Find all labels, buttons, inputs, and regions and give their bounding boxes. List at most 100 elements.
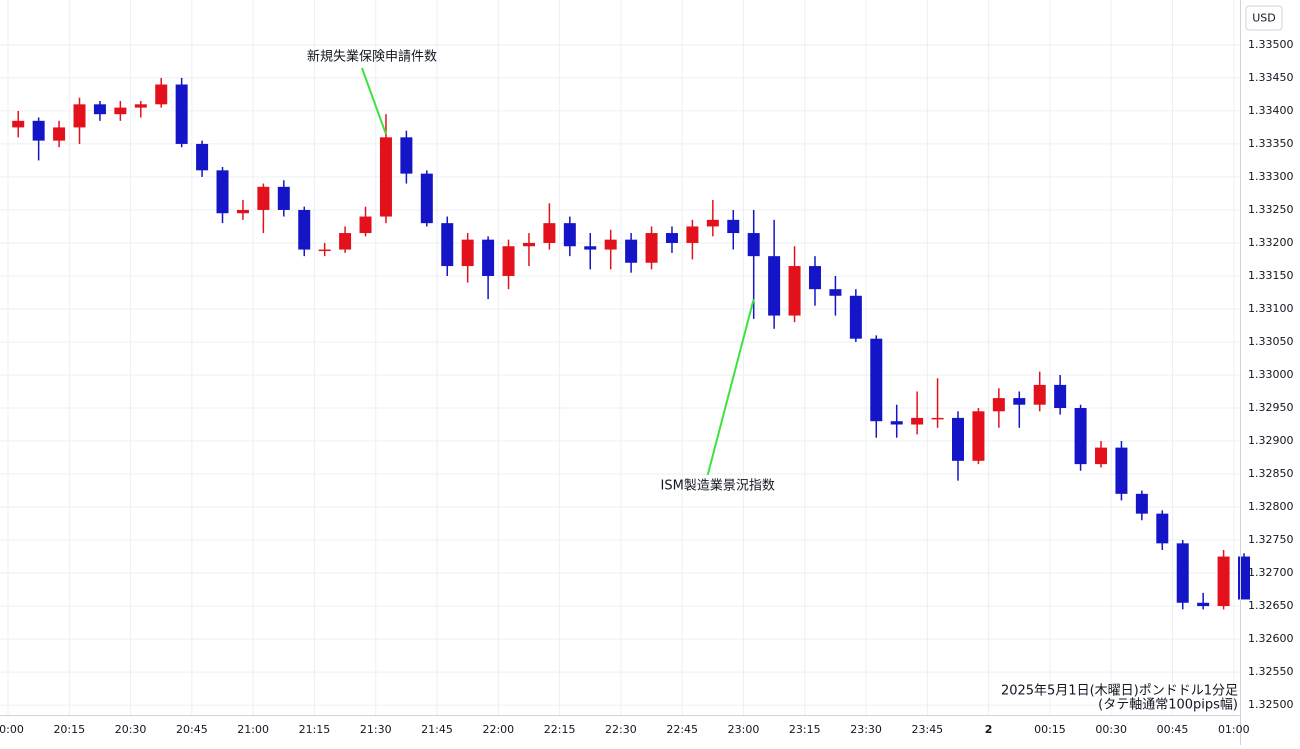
grid <box>0 0 1240 715</box>
x-tick-label: 00:45 <box>1157 723 1189 736</box>
candle-body <box>543 223 556 243</box>
annotation-text: 新規失業保険申請件数 <box>307 49 437 65</box>
x-tick-label: 01:00 <box>1218 723 1250 736</box>
x-tick-label: 20:15 <box>53 723 85 736</box>
x-tick-label: 20:30 <box>115 723 147 736</box>
x-tick-label: 22:00 <box>482 723 514 736</box>
candle-body <box>747 233 760 257</box>
y-tick-label: 1.32750 <box>1248 533 1294 546</box>
y-tick-label: 1.33400 <box>1248 104 1294 117</box>
candle-body <box>768 256 781 316</box>
unit-label: USD <box>1252 12 1276 25</box>
x-tick-label: 22:30 <box>605 723 637 736</box>
annotations: 新規失業保険申請件数 ISM製造業景況指数 <box>307 49 775 494</box>
candle-body <box>849 295 862 339</box>
candle-body <box>339 233 352 250</box>
candle-body <box>216 170 229 214</box>
candle-body <box>1217 556 1230 607</box>
candles <box>12 77 1251 610</box>
candle-body <box>441 223 454 267</box>
candle-body <box>93 104 106 115</box>
annotation-text: ISM製造業景況指数 <box>661 478 775 494</box>
candle-body <box>563 223 576 247</box>
candle-body <box>951 417 964 461</box>
candle-body <box>890 421 903 425</box>
candle-body <box>1013 398 1026 405</box>
candle-body <box>706 219 719 227</box>
candle-body <box>1054 384 1067 409</box>
x-tick-label: 2 <box>985 723 993 736</box>
x-tick-label: 21:00 <box>237 723 269 736</box>
y-tick-label: 1.33200 <box>1248 236 1294 249</box>
candle-body <box>277 186 290 210</box>
caption-line: (タテ軸通常100pips幅) <box>1098 698 1238 713</box>
annotation-line <box>706 298 755 476</box>
candle-body <box>788 266 801 316</box>
axes: 1.32500 1.32550 1.32600 1.32650 1.32700 1.327… <box>0 38 1294 736</box>
candle-body <box>482 239 495 276</box>
candle-body <box>829 289 842 296</box>
candle-body <box>196 143 209 171</box>
y-tick-label: 1.32650 <box>1248 599 1294 612</box>
candle-body <box>400 137 413 174</box>
x-tick-label: 20:00 <box>0 723 24 736</box>
y-tick-label: 1.32800 <box>1248 500 1294 513</box>
candle-body <box>625 239 638 263</box>
y-tick-label: 1.33100 <box>1248 302 1294 315</box>
candle-body <box>155 84 168 105</box>
y-tick-label: 1.32550 <box>1248 665 1294 678</box>
x-tick-label: 23:00 <box>728 723 760 736</box>
candle-body <box>461 239 474 267</box>
y-tick-label: 1.32500 <box>1248 698 1294 711</box>
x-tick-label: 22:45 <box>666 723 698 736</box>
candle-body <box>1115 447 1128 494</box>
candle-body <box>12 120 25 128</box>
x-tick-label: 23:30 <box>850 723 882 736</box>
x-tick-label: 23:45 <box>911 723 943 736</box>
y-tick-label: 1.32950 <box>1248 401 1294 414</box>
candle-body <box>175 84 188 144</box>
candle-body <box>134 104 147 108</box>
candle-body <box>645 233 658 263</box>
annotation-line <box>361 67 387 135</box>
y-tick-label: 1.32850 <box>1248 467 1294 480</box>
candle-body <box>584 246 597 250</box>
y-tick-label: 1.32900 <box>1248 434 1294 447</box>
candle-body <box>32 120 45 141</box>
candle-body <box>992 398 1005 412</box>
y-tick-label: 1.33350 <box>1248 137 1294 150</box>
candle-body <box>1176 543 1189 603</box>
candle-body <box>1135 493 1148 514</box>
y-tick-label: 1.33300 <box>1248 170 1294 183</box>
x-tick-label: 21:45 <box>421 723 453 736</box>
candle-body <box>359 216 372 234</box>
candle-body <box>1156 513 1169 544</box>
candle-body <box>1197 602 1210 607</box>
candle-body <box>604 239 617 250</box>
y-tick-label: 1.33450 <box>1248 71 1294 84</box>
caption-line: 2025年5月1日(木曜日)ポンドドル1分足 <box>1001 684 1238 699</box>
y-tick-label: 1.33050 <box>1248 335 1294 348</box>
candle-body <box>870 338 883 422</box>
y-tick-label: 1.32700 <box>1248 566 1294 579</box>
x-tick-label: 22:15 <box>544 723 576 736</box>
y-tick-label: 1.32600 <box>1248 632 1294 645</box>
candle-body <box>665 233 678 243</box>
candle-body <box>257 186 270 210</box>
x-tick-label: 21:15 <box>299 723 331 736</box>
y-tick-label: 1.33150 <box>1248 269 1294 282</box>
candle-body <box>972 411 985 461</box>
candle-body <box>1095 447 1108 465</box>
candle-body <box>1238 556 1251 600</box>
unit-box <box>1245 5 1283 31</box>
y-tick-label: 1.33500 <box>1248 38 1294 51</box>
x-tick-label: 21:30 <box>360 723 392 736</box>
y-tick-label: 1.33000 <box>1248 368 1294 381</box>
x-tick-label: 00:30 <box>1095 723 1127 736</box>
x-tick-label: 20:45 <box>176 723 208 736</box>
candle-body <box>1074 408 1087 465</box>
x-tick-label: 00:15 <box>1034 723 1066 736</box>
y-tick-label: 1.33250 <box>1248 203 1294 216</box>
